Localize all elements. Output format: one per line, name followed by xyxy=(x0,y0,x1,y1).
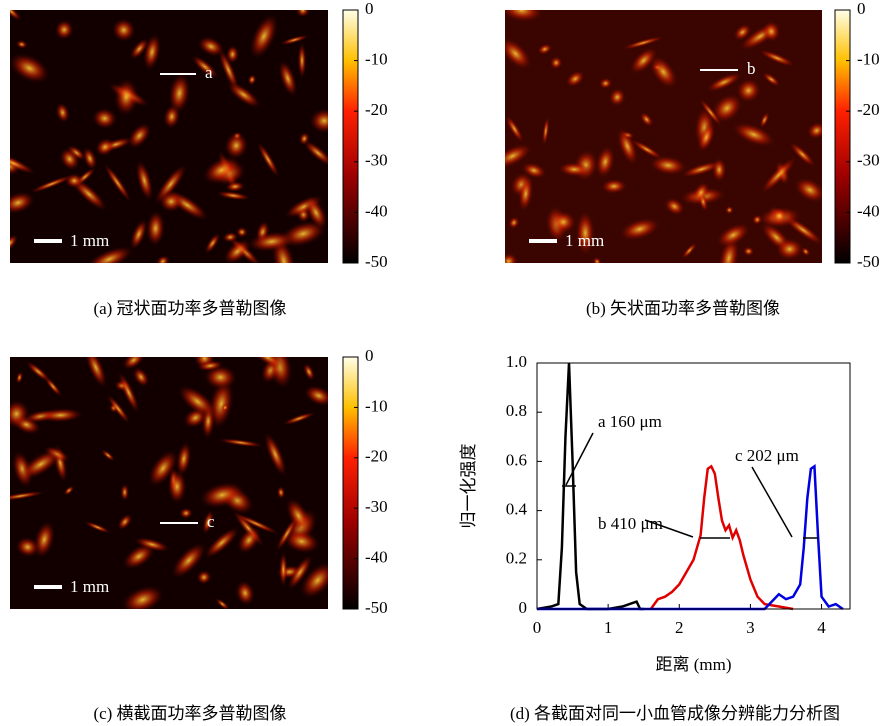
image-background xyxy=(10,10,328,263)
colorbar-tick-label: -30 xyxy=(365,151,388,170)
colorbar-tick-label: -10 xyxy=(365,50,388,69)
colorbar-tick-label: 0 xyxy=(857,0,866,18)
x-tick-label: 0 xyxy=(533,618,542,637)
colorbar xyxy=(343,10,358,263)
data-line xyxy=(537,466,843,609)
x-axis-label: 距离 (mm) xyxy=(655,655,731,674)
colorbar-tick-label: -30 xyxy=(365,497,388,516)
annotation-leader xyxy=(752,467,792,537)
data-line xyxy=(537,363,644,609)
scale-bar-label: 1 mm xyxy=(70,231,109,250)
annotation: a 160 μm xyxy=(598,412,662,431)
colorbar-tick-label: -50 xyxy=(365,598,388,617)
x-tick-label: 3 xyxy=(746,618,755,637)
colorbar-tick-label: -10 xyxy=(365,396,388,415)
y-tick-label: 0.2 xyxy=(506,549,527,568)
vessel xyxy=(712,157,727,182)
colorbar xyxy=(835,10,850,263)
annotation: b 410 μm xyxy=(598,514,663,533)
colorbar xyxy=(343,357,358,609)
annotation-leader xyxy=(566,433,593,485)
scale-bar-label: 1 mm xyxy=(70,577,109,596)
caption: (b) 矢状面功率多普勒图像 xyxy=(586,299,780,318)
y-tick-label: 0.6 xyxy=(506,450,527,469)
marker-label: c xyxy=(207,512,215,531)
annotation: c 202 μm xyxy=(735,446,799,465)
colorbar-tick-label: 0 xyxy=(365,0,374,18)
y-tick-label: 1.0 xyxy=(506,352,527,371)
colorbar-tick-label: -20 xyxy=(857,100,880,119)
colorbar-tick-label: -20 xyxy=(365,100,388,119)
colorbar-tick-label: -40 xyxy=(365,548,388,567)
caption: (c) 横截面功率多普勒图像 xyxy=(93,704,286,723)
y-tick-label: 0 xyxy=(519,598,528,617)
y-tick-label: 0.8 xyxy=(506,401,527,420)
colorbar-tick-label: -50 xyxy=(365,252,388,271)
x-tick-label: 2 xyxy=(675,618,684,637)
scale-bar-label: 1 mm xyxy=(565,231,604,250)
plot-frame xyxy=(537,363,850,609)
doppler-image xyxy=(0,340,342,619)
colorbar-tick-label: 0 xyxy=(365,346,374,365)
doppler-image xyxy=(0,0,340,288)
colorbar-tick-label: -10 xyxy=(857,50,880,69)
colorbar-tick-label: -40 xyxy=(365,201,388,220)
caption: (d) 各截面对同一小血管成像分辨能力分析图 xyxy=(510,704,840,723)
y-tick-label: 0.4 xyxy=(506,500,528,519)
y-axis-label: 归一化强度 xyxy=(459,444,478,529)
x-tick-label: 1 xyxy=(604,618,613,637)
x-tick-label: 4 xyxy=(817,618,826,637)
colorbar-tick-label: -50 xyxy=(857,252,880,271)
colorbar-tick-label: -20 xyxy=(365,447,388,466)
marker-label: b xyxy=(747,59,756,78)
figure: 1 mm a 0 -10 -20 -30 -40 -50 (a) 冠状面功率多普勒图像 1 mm b… xyxy=(0,0,896,726)
marker-label: a xyxy=(205,63,213,82)
colorbar-tick-label: -30 xyxy=(857,151,880,170)
colorbar-tick-label: -40 xyxy=(857,201,880,220)
caption: (a) 冠状面功率多普勒图像 xyxy=(93,299,286,318)
